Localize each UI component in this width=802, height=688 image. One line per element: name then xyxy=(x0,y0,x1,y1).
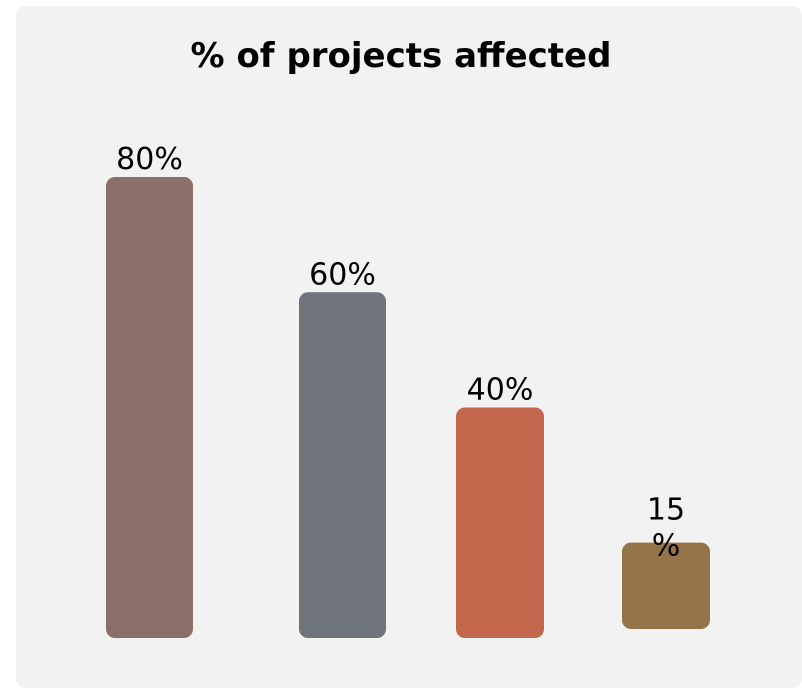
bar-3-value-label: 40% xyxy=(467,373,534,408)
chart-title: % of projects affected xyxy=(190,36,612,76)
labels-group: 80% 60% 40% 15% xyxy=(116,142,685,564)
bar-1-value-label: 80% xyxy=(116,142,183,177)
bar-4 xyxy=(622,542,710,629)
bars-group xyxy=(106,177,710,638)
bar-4-value-label: 15% xyxy=(647,493,685,564)
bar-1 xyxy=(106,177,193,638)
bar-2 xyxy=(299,292,386,638)
bar-2-value-label: 60% xyxy=(309,257,376,292)
bar-3 xyxy=(456,407,544,638)
